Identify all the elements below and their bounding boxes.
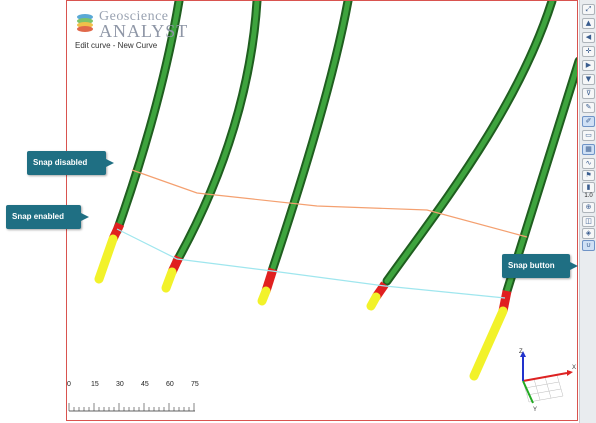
- camera-icon[interactable]: ◫: [582, 216, 595, 227]
- rotate-left-icon[interactable]: ◀: [582, 32, 595, 43]
- well-trace-2[interactable]: [172, 1, 262, 266]
- callout-snap-button: Snap button: [502, 254, 578, 278]
- well-4-yellow-tip: [366, 292, 381, 311]
- axes-triad: Z X Y: [519, 349, 576, 413]
- well-2-yellow-tip: [161, 267, 177, 293]
- scale-tick-label: 60: [166, 381, 174, 388]
- scale-tick-label: 30: [116, 381, 124, 388]
- well-3-yellow-tip: [257, 286, 271, 306]
- well-trace-1-highlight: [114, 1, 182, 234]
- scale-tick-label: 75: [191, 381, 199, 388]
- flag-icon[interactable]: ⚑: [582, 170, 595, 181]
- scene-canvas[interactable]: [67, 1, 578, 421]
- logo-text-analyst: ANALYST: [99, 21, 189, 41]
- pan-icon[interactable]: ✛: [582, 46, 595, 57]
- snap-grid-icon[interactable]: ✐: [582, 116, 595, 127]
- well-trace-4-highlight: [384, 1, 555, 284]
- snap-magnet-icon[interactable]: ∪: [582, 240, 595, 251]
- app-logo: Geoscience ANALYST: [75, 9, 187, 41]
- rotate-right-icon[interactable]: ▶: [582, 60, 595, 71]
- rotate-down-icon[interactable]: ▼: [582, 74, 595, 85]
- edit-curve-caption: Edit curve - New Curve: [75, 41, 158, 50]
- rotate-up-icon[interactable]: ▲: [582, 18, 595, 29]
- scale-bar: 0 15 30 45 60 75: [67, 381, 207, 420]
- zoom-icon[interactable]: ⊕: [582, 202, 595, 213]
- callout-snap-enabled: Snap enabled: [6, 205, 89, 229]
- well-5-yellow-tip: [469, 306, 508, 381]
- pen-icon[interactable]: ✎: [582, 102, 595, 113]
- scale-tick-label: 0: [67, 381, 71, 388]
- grid-icon[interactable]: ▦: [582, 144, 595, 155]
- scale-tick-label: 45: [141, 381, 149, 388]
- zoom-level: 1.0: [584, 193, 593, 199]
- ruler-icon[interactable]: ▭: [582, 130, 595, 141]
- logo-text-geoscience: Geoscience: [99, 9, 169, 24]
- scale-tick-label: 15: [91, 381, 99, 388]
- axis-z-label: Z: [519, 349, 523, 355]
- side-toolbar: ⤢ ▲ ◀ ✛ ▶ ▼ ⊽ ✎ ✐ ▭ ▦ ∿ ⚑ ▮ 1.0 ⊕ ◫ ◈ ∪: [579, 0, 596, 423]
- logo-mark-icon: [77, 14, 93, 32]
- axis-x-label: X: [572, 365, 576, 371]
- curve-edit-icon[interactable]: ∿: [582, 158, 595, 169]
- filter-icon[interactable]: ⊽: [582, 88, 595, 99]
- scale-ruler: [68, 403, 195, 412]
- shield-icon[interactable]: ◈: [582, 228, 595, 239]
- 3d-viewport[interactable]: Geoscience ANALYST Edit curve - New Curv…: [66, 0, 578, 421]
- axis-y-label: Y: [533, 407, 537, 413]
- orientation-axes: Z X Y: [507, 345, 577, 415]
- home-view-icon[interactable]: ⤢: [582, 4, 595, 15]
- curve-snap-disabled[interactable]: [131, 169, 528, 238]
- curve-snap-enabled[interactable]: [116, 228, 506, 299]
- well-trace-2-highlight: [174, 1, 260, 264]
- colorbar-icon[interactable]: ▮: [582, 182, 595, 193]
- well-1-yellow-tip: [94, 234, 118, 284]
- well-trace-3-highlight: [269, 1, 351, 274]
- callout-snap-disabled: Snap disabled: [27, 151, 114, 175]
